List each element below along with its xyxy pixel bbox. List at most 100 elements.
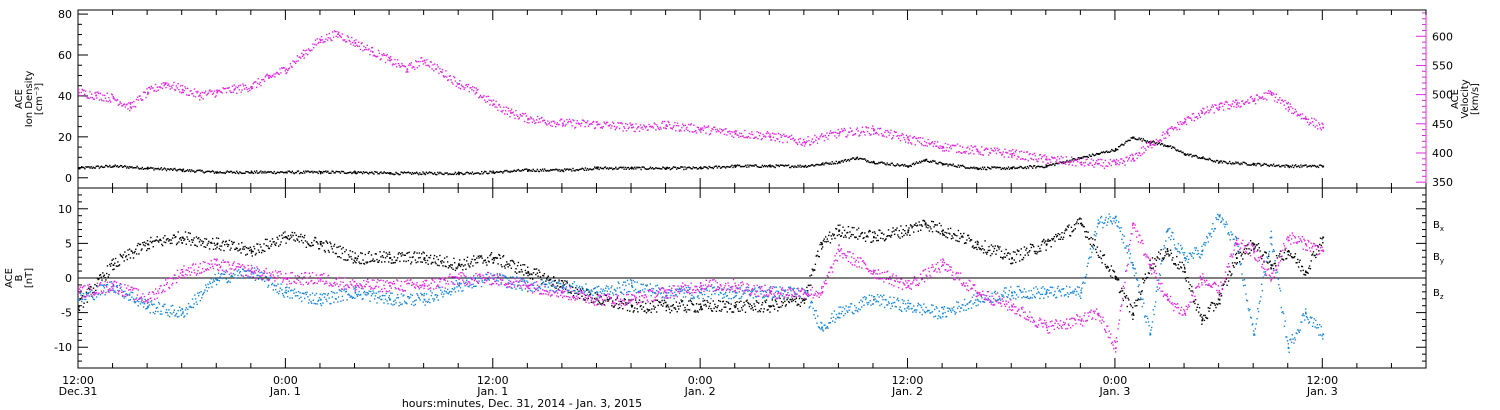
data-point — [340, 257, 342, 259]
data-point — [289, 297, 291, 299]
data-point — [1049, 159, 1051, 161]
data-point — [797, 303, 799, 305]
data-point — [1184, 271, 1186, 273]
data-point — [975, 246, 977, 249]
data-point — [325, 170, 327, 172]
data-point — [559, 170, 561, 173]
data-point — [568, 118, 571, 120]
data-point — [379, 58, 381, 61]
data-point — [666, 166, 668, 169]
data-point — [935, 145, 937, 147]
data-point — [350, 171, 352, 173]
data-point — [233, 84, 235, 86]
data-point — [924, 224, 926, 226]
data-point — [1210, 108, 1212, 111]
data-point — [495, 257, 498, 259]
data-point — [707, 301, 709, 303]
data-point — [1186, 153, 1188, 156]
data-point — [974, 247, 976, 249]
data-point — [709, 302, 711, 305]
data-point — [218, 89, 221, 92]
data-point — [382, 256, 384, 259]
data-point — [492, 261, 495, 264]
data-point — [206, 290, 208, 292]
data-point — [1248, 248, 1250, 250]
data-point — [159, 168, 161, 170]
data-point — [657, 304, 659, 307]
data-point — [1088, 164, 1090, 166]
data-point — [461, 85, 464, 87]
data-point — [811, 138, 813, 140]
data-point — [522, 264, 524, 266]
data-point — [487, 95, 489, 98]
data-point — [119, 164, 122, 167]
data-point — [130, 166, 132, 169]
data-point — [1287, 165, 1290, 168]
data-point — [754, 305, 756, 307]
data-point — [1100, 164, 1102, 167]
data-point — [404, 66, 406, 68]
data-point — [727, 301, 729, 303]
data-point — [1303, 273, 1305, 276]
data-point — [266, 73, 268, 75]
data-point — [921, 160, 923, 162]
data-point — [1126, 305, 1128, 308]
data-point — [210, 241, 212, 244]
data-point — [517, 115, 519, 118]
data-point — [758, 166, 760, 168]
data-point — [739, 135, 742, 138]
data-point — [672, 126, 674, 128]
data-point — [669, 124, 671, 126]
data-point — [553, 280, 556, 282]
data-point — [1234, 162, 1236, 165]
data-point — [317, 42, 319, 45]
data-point — [596, 167, 599, 170]
data-point — [408, 251, 410, 253]
data-point — [742, 135, 744, 137]
data-point — [481, 96, 483, 99]
data-point — [613, 125, 616, 128]
data-point — [925, 142, 928, 144]
data-point — [406, 171, 409, 174]
data-point — [478, 257, 480, 259]
data-point — [1156, 256, 1158, 258]
data-point — [245, 170, 247, 173]
data-point — [158, 239, 161, 241]
data-point — [631, 167, 633, 170]
data-point — [1092, 243, 1095, 246]
data-point — [260, 251, 263, 254]
data-point — [803, 145, 806, 147]
data-point — [417, 261, 419, 263]
data-point — [1191, 113, 1194, 115]
data-point — [959, 237, 961, 240]
data-point — [206, 170, 208, 173]
data-point — [1141, 290, 1143, 292]
data-point — [833, 233, 835, 236]
data-point — [582, 168, 584, 170]
data-point — [230, 91, 232, 94]
data-point — [555, 126, 557, 128]
data-point — [1175, 264, 1177, 266]
data-point — [87, 166, 89, 168]
data-point — [1143, 282, 1145, 284]
data-point — [1119, 145, 1121, 148]
data-point — [285, 68, 288, 71]
data-point — [187, 238, 189, 240]
data-point — [300, 233, 302, 236]
data-point — [349, 171, 351, 174]
data-point — [773, 133, 775, 135]
data-point — [1056, 235, 1059, 237]
data-point — [1287, 110, 1290, 112]
data-point — [950, 238, 953, 240]
data-point — [151, 87, 153, 89]
data-point — [211, 242, 213, 244]
data-point — [277, 73, 279, 75]
data-point — [1029, 165, 1032, 167]
data-point — [700, 128, 702, 131]
data-point — [249, 172, 251, 174]
data-point — [1255, 164, 1257, 167]
data-point — [450, 79, 452, 81]
data-point — [808, 284, 810, 287]
data-point — [822, 135, 825, 137]
data-point — [732, 166, 734, 169]
